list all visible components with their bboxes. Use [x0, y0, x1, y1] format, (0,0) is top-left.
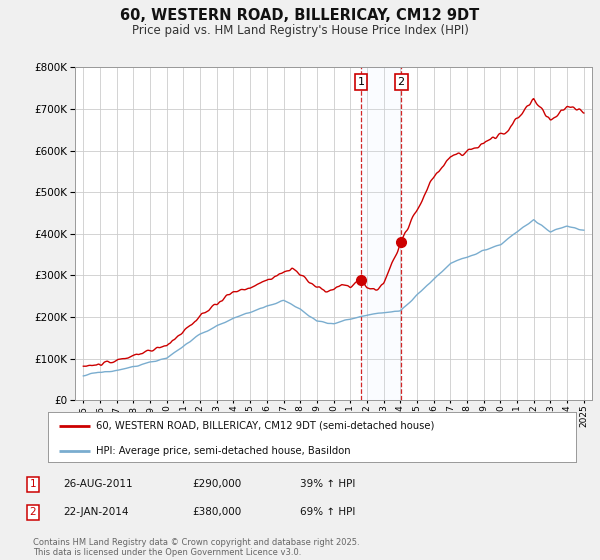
Text: 39% ↑ HPI: 39% ↑ HPI: [300, 479, 355, 489]
Text: £290,000: £290,000: [192, 479, 241, 489]
Text: 26-AUG-2011: 26-AUG-2011: [63, 479, 133, 489]
Text: 2: 2: [398, 77, 405, 87]
Text: Price paid vs. HM Land Registry's House Price Index (HPI): Price paid vs. HM Land Registry's House …: [131, 24, 469, 37]
Text: 1: 1: [29, 479, 37, 489]
Text: £380,000: £380,000: [192, 507, 241, 517]
Text: 2: 2: [29, 507, 37, 517]
Text: 69% ↑ HPI: 69% ↑ HPI: [300, 507, 355, 517]
Text: Contains HM Land Registry data © Crown copyright and database right 2025.
This d: Contains HM Land Registry data © Crown c…: [33, 538, 359, 557]
Text: 60, WESTERN ROAD, BILLERICAY, CM12 9DT (semi-detached house): 60, WESTERN ROAD, BILLERICAY, CM12 9DT (…: [95, 421, 434, 431]
Bar: [361, 67, 401, 400]
Text: 22-JAN-2014: 22-JAN-2014: [63, 507, 128, 517]
Text: HPI: Average price, semi-detached house, Basildon: HPI: Average price, semi-detached house,…: [95, 446, 350, 456]
Text: 60, WESTERN ROAD, BILLERICAY, CM12 9DT: 60, WESTERN ROAD, BILLERICAY, CM12 9DT: [121, 8, 479, 24]
Text: 1: 1: [358, 77, 365, 87]
